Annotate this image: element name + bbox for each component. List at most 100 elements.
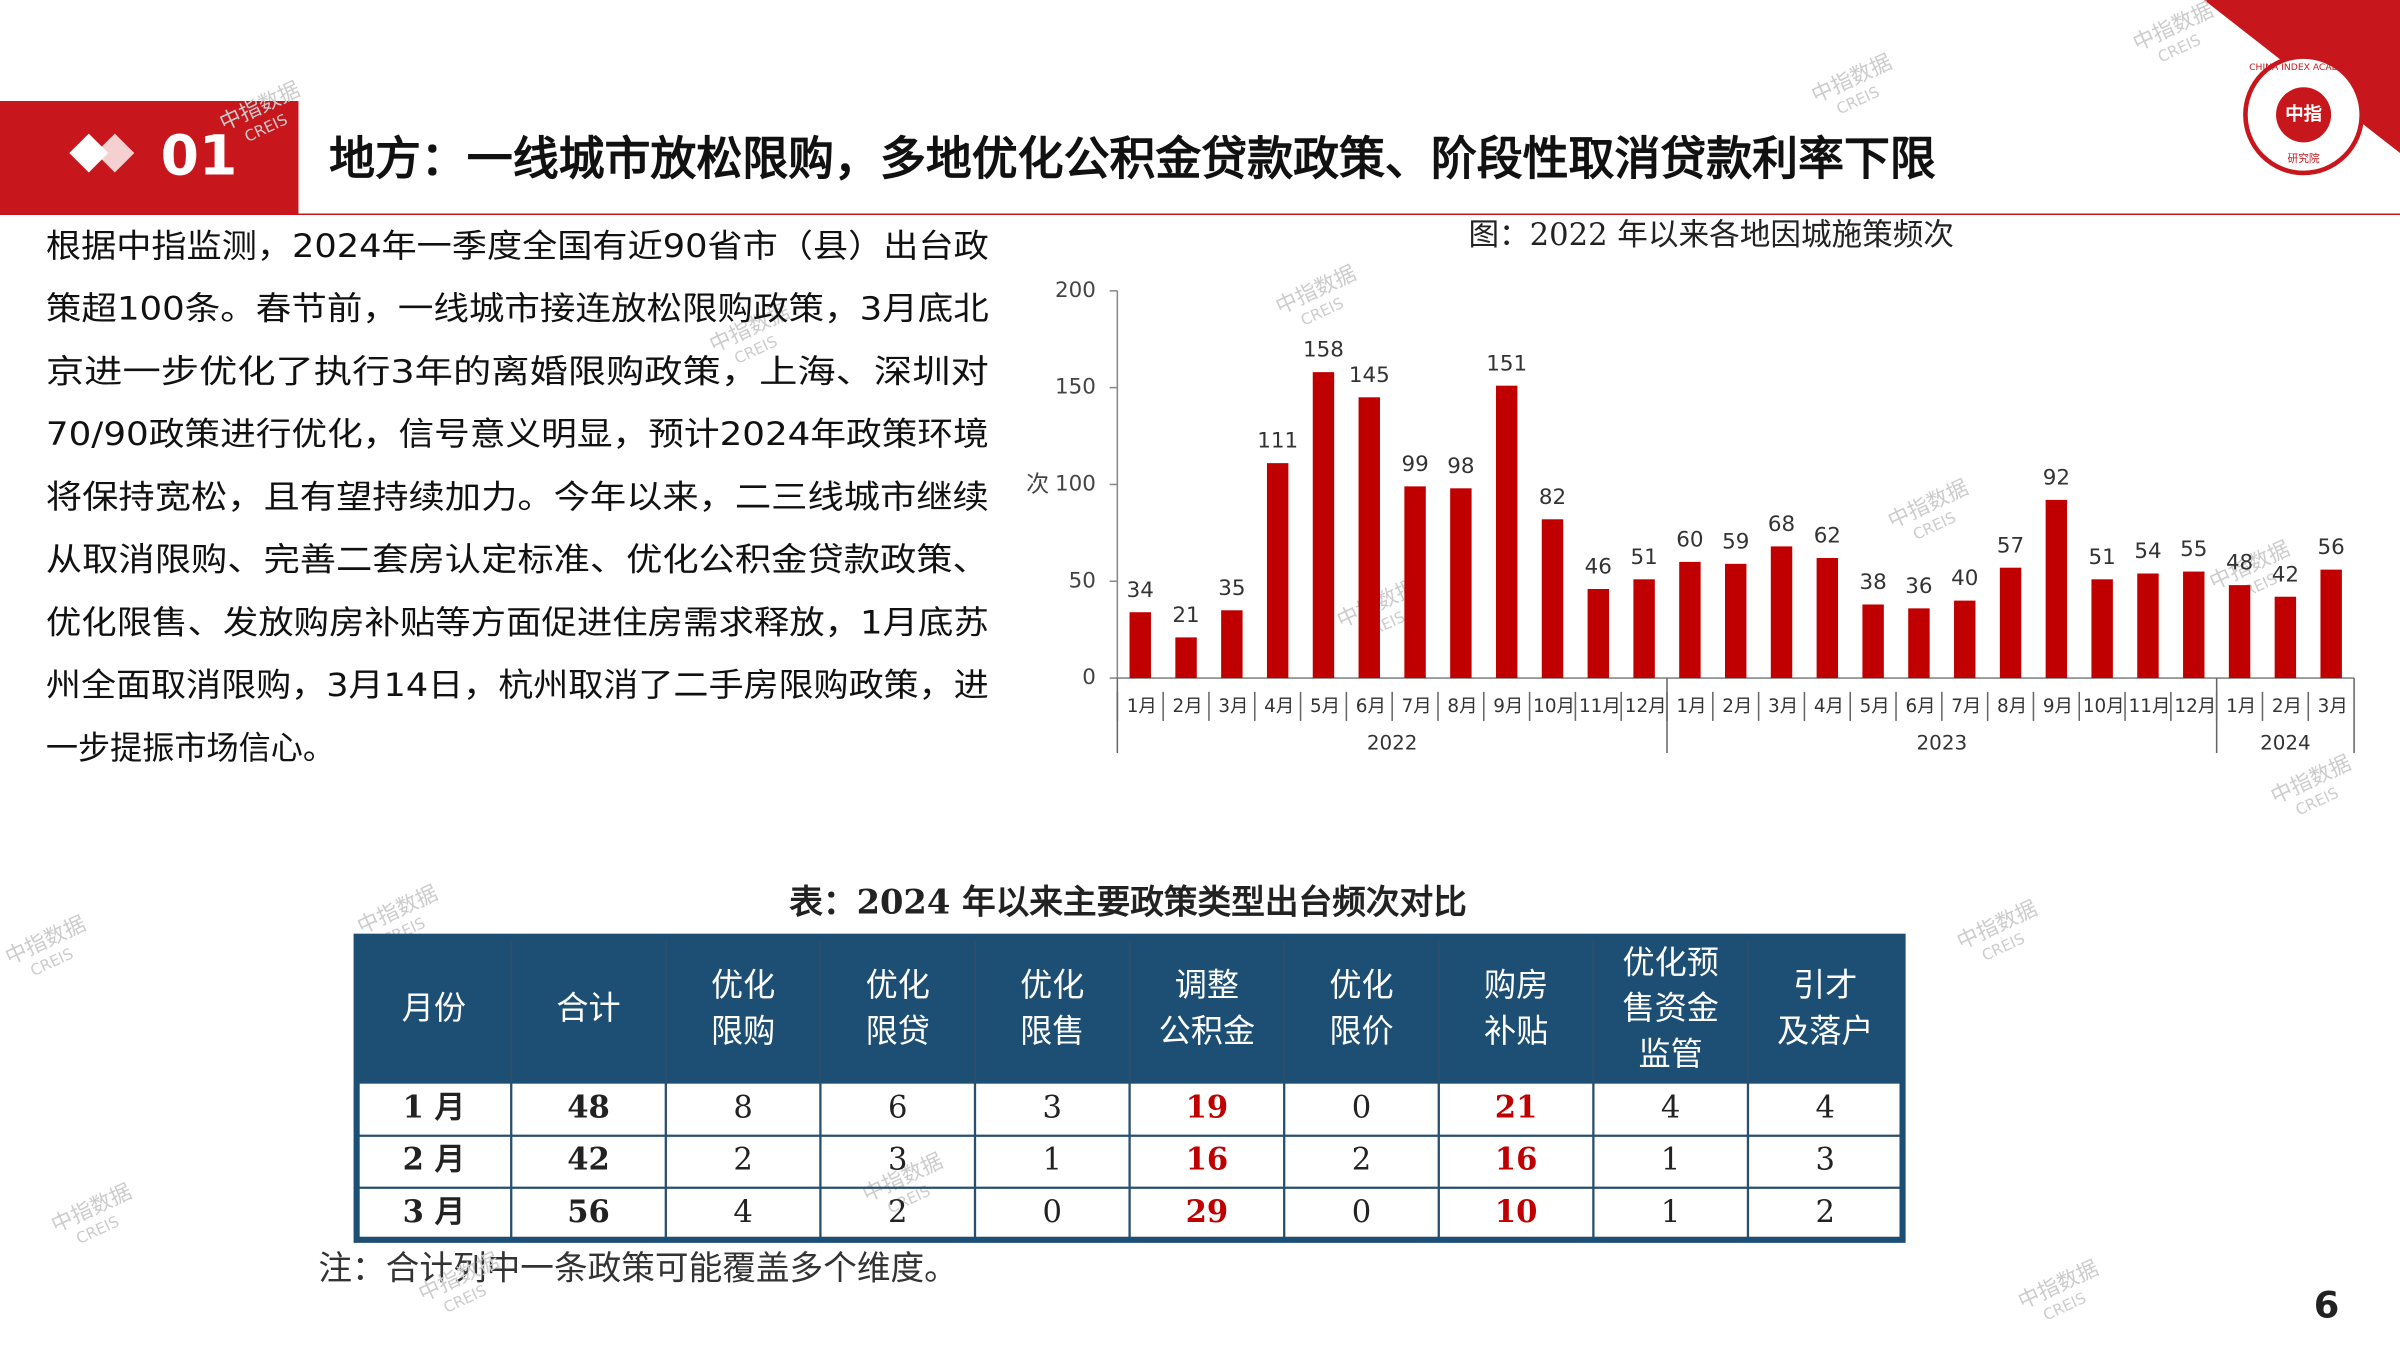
logo-sub: 研究院 [2288,152,2320,165]
x-tick-label: 4月 [1814,696,1844,717]
table-cell: 0 [1352,1091,1371,1126]
x-tick-label: 2月 [1173,696,1203,717]
data-label: 151 [1486,351,1527,376]
data-label: 48 [2226,551,2253,576]
x-tick-label: 10月 [2083,696,2125,717]
section-badge [0,101,299,215]
paragraph-line: 策超100条。春节前，一线城市接连放松限购政策，3月底北 [46,290,989,328]
table-note: 注：合计列中一条政策可能覆盖多个维度。 [318,1248,957,1287]
x-tick-label: 11月 [2129,696,2171,717]
bar [2183,571,2205,679]
paragraph-line: 一步提振市场信心。 [46,729,335,767]
slide-title: 地方：一线城市放松限购，多地优化公积金贷款政策、阶段性取消贷款利率下限 [329,132,1936,186]
table-cell: 4 [733,1195,752,1230]
group-label: 2023 [1917,731,1968,754]
section-number: 01 [161,123,238,187]
table-header: 购房 [1484,966,1548,1004]
x-tick-label: 5月 [1860,696,1890,717]
bar [2228,585,2251,679]
paragraph-line: 将保持宽松，且有望持续加力。今年以来，二三线城市继续 [46,478,989,516]
y-tick-label: 150 [1055,375,1096,400]
table-cell: 4 [1661,1091,1680,1126]
group-label: 2024 [2260,731,2311,754]
table-header: 调整 [1175,966,1239,1004]
logo-ring-text: CHINA INDEX ACADEMY [2249,62,2358,73]
bar [1862,604,1884,679]
table-cell: 16 [1495,1142,1538,1178]
x-tick-label: 8月 [1997,696,2027,717]
table-header: 监管 [1639,1035,1703,1073]
data-label: 46 [1585,555,1612,580]
bar [1816,558,1839,679]
data-label: 21 [1172,603,1199,628]
table-cell: 1 [1043,1143,1062,1178]
data-label: 55 [2180,537,2207,562]
paragraph-line: 州全面取消限购，3月14日，杭州取消了二手房限购政策，进 [46,666,989,704]
table-header: 售资金 [1622,989,1718,1027]
bar [1908,608,1930,679]
table-cell: 19 [1186,1090,1229,1126]
paragraph-line: 从取消限购、完善二套房认定标准、优化公积金贷款政策、 [46,541,989,579]
table-cell: 2 [733,1143,752,1178]
data-label: 42 [2272,562,2299,587]
paragraph-line: 根据中指监测，2024年一季度全国有近90省市（县）出台政 [46,227,989,265]
logo-name: 中指 [2285,103,2322,125]
y-tick-label: 0 [1082,665,1096,690]
x-tick-label: 6月 [1356,696,1386,717]
table-cell: 48 [567,1090,610,1126]
table-cell: 6 [888,1091,907,1126]
x-tick-label: 10月 [1533,696,1575,717]
bar [1999,567,2022,679]
table-header: 补贴 [1484,1012,1548,1050]
data-label: 51 [2089,545,2116,570]
data-label: 99 [1401,452,1428,477]
group-label: 2022 [1367,731,1418,754]
data-label: 56 [2318,535,2345,560]
bar [2320,569,2342,679]
bar [1266,463,1289,679]
bar [1954,600,1976,679]
data-label: 98 [1447,454,1474,479]
y-tick-label: 100 [1055,471,1096,496]
table-cell: 1 [1661,1143,1680,1178]
table-header: 公积金 [1159,1012,1255,1050]
page-number: 6 [2314,1284,2340,1327]
x-tick-label: 8月 [1447,696,1477,717]
data-label: 59 [1722,529,1749,554]
data-label: 36 [1905,574,1932,599]
bar [1587,588,1610,679]
x-tick-label: 5月 [1310,696,1340,717]
table-header: 限售 [1020,1012,1084,1050]
bar [1679,561,1701,679]
x-tick-label: 7月 [1951,696,1981,717]
y-tick-label: 50 [1069,568,1096,593]
bar [1404,486,1426,679]
table-header: 优化 [1020,966,1084,1004]
table-cell: 2 [1352,1143,1371,1178]
data-label: 82 [1539,485,1566,510]
paragraph-line: 京进一步优化了执行3年的离婚限购政策，上海、深圳对 [46,352,989,390]
y-tick-label: 200 [1055,278,1096,303]
data-label: 40 [1951,566,1978,591]
table-cell: 56 [567,1194,610,1230]
bar [2045,499,2068,679]
x-tick-label: 9月 [2043,696,2073,717]
bar [1129,612,1151,679]
table-cell: 2 [888,1195,907,1230]
table-cell: 3 [888,1143,907,1178]
data-label: 145 [1349,363,1390,388]
bar [2137,573,2159,679]
x-tick-label: 3月 [1218,696,1248,717]
bar [1221,610,1243,679]
x-tick-label: 1月 [1676,696,1706,717]
table-cell: 1 月 [403,1090,466,1126]
table-header: 限贷 [866,1012,930,1050]
data-label: 62 [1814,524,1841,549]
chart-title: 图：2022 年以来各地因城施策频次 [1468,218,1954,253]
data-label: 92 [2043,466,2070,491]
x-tick-label: 9月 [1493,696,1523,717]
x-tick-label: 3月 [1768,696,1798,717]
data-label: 35 [1218,576,1245,601]
x-tick-label: 6月 [1905,696,1935,717]
x-tick-label: 2月 [1722,696,1752,717]
